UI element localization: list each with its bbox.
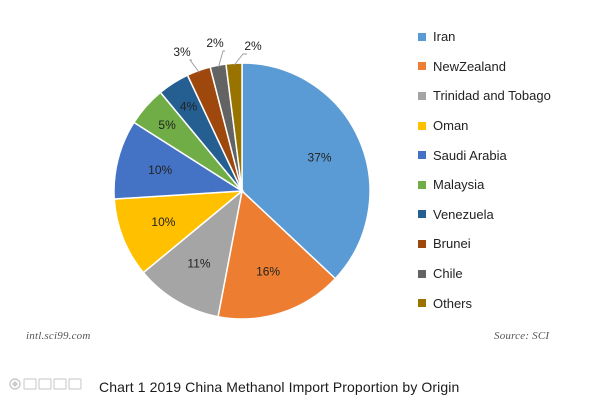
leader-line-chile — [217, 50, 225, 68]
legend-item-malaysia: Malaysia — [418, 170, 588, 200]
legend-swatch-chile — [418, 269, 426, 278]
legend-swatch-malaysia — [418, 180, 426, 189]
legend: Iran NewZealand Trinidad and Tobago Oman Sau… — [418, 22, 588, 318]
pie-slice-others — [225, 62, 243, 192]
data-label-malaysia: 5% — [158, 118, 176, 132]
data-labels: 37% 16% 11% 10% 10% 5% 4% 3% 2% 2% — [148, 36, 332, 278]
legend-item-others: Others — [418, 288, 588, 318]
legend-item-newzealand: NewZealand — [418, 52, 588, 82]
legend-item-iran: Iran — [418, 22, 588, 52]
legend-item-brunei: Brunei — [418, 229, 588, 259]
chart-caption: Chart 1 2019 China Methanol Import Propo… — [99, 379, 460, 395]
legend-item-venezuela: Venezuela — [418, 200, 588, 230]
data-label-chile: 2% — [206, 36, 224, 50]
watermark-site: intl.sci99.com — [26, 330, 91, 342]
legend-label-newzealand: NewZealand — [433, 58, 506, 74]
legend-swatch-saudi-arabia — [418, 151, 426, 160]
chart-area: 37% 16% 11% 10% 10% 5% 4% 3% 2% 2% Iran NewZealand… — [26, 22, 588, 342]
leader-line-others — [233, 53, 247, 66]
pie-slice-trinidad-and-tobago — [142, 189, 244, 318]
legend-item-saudi-arabia: Saudi Arabia — [418, 140, 588, 170]
pie-slices — [113, 62, 371, 320]
data-label-others: 2% — [244, 39, 262, 53]
pie-slice-oman — [113, 190, 245, 274]
legend-label-oman: Oman — [433, 118, 469, 134]
data-label-brunei: 3% — [173, 45, 191, 59]
legend-item-oman: Oman — [418, 111, 588, 141]
data-label-venezuela: 4% — [180, 100, 198, 114]
data-label-trinidad-and-tobago: 11% — [187, 257, 210, 271]
data-label-newzealand: 16% — [256, 264, 280, 278]
legend-item-trinidad-and-tobago: Trinidad and Tobago — [418, 81, 588, 111]
legend-label-venezuela: Venezuela — [433, 206, 494, 222]
legend-label-chile: Chile — [433, 266, 463, 282]
legend-swatch-brunei — [418, 239, 426, 248]
legend-swatch-trinidad-and-tobago — [418, 91, 426, 100]
leader-line-brunei — [189, 59, 200, 73]
legend-swatch-iran — [418, 32, 426, 41]
legend-label-trinidad-and-tobago: Trinidad and Tobago — [433, 88, 551, 104]
legend-label-brunei: Brunei — [433, 236, 471, 252]
data-label-saudi-arabia: 10% — [148, 163, 172, 177]
legend-label-saudi-arabia: Saudi Arabia — [433, 147, 507, 163]
legend-label-iran: Iran — [433, 29, 456, 45]
pie-slice-newzealand — [217, 189, 337, 320]
data-label-iran: 37% — [308, 150, 332, 164]
pie-slice-saudi-arabia — [113, 121, 245, 200]
leader-lines — [189, 50, 247, 73]
legend-swatch-oman — [418, 121, 426, 130]
pie-chart: 37% 16% 11% 10% 10% 5% 4% 3% 2% 2% — [113, 36, 371, 320]
legend-item-chile: Chile — [418, 259, 588, 289]
sci99-logo-icon — [9, 378, 82, 390]
legend-swatch-others — [418, 299, 426, 308]
pie-slice-iran — [241, 62, 371, 280]
legend-swatch-venezuela — [418, 210, 426, 219]
legend-label-others: Others — [433, 295, 473, 311]
data-label-oman: 10% — [151, 215, 175, 229]
legend-label-malaysia: Malaysia — [433, 177, 485, 193]
legend-swatch-newzealand — [418, 62, 426, 71]
watermark-source: Source: SCI — [494, 330, 550, 342]
